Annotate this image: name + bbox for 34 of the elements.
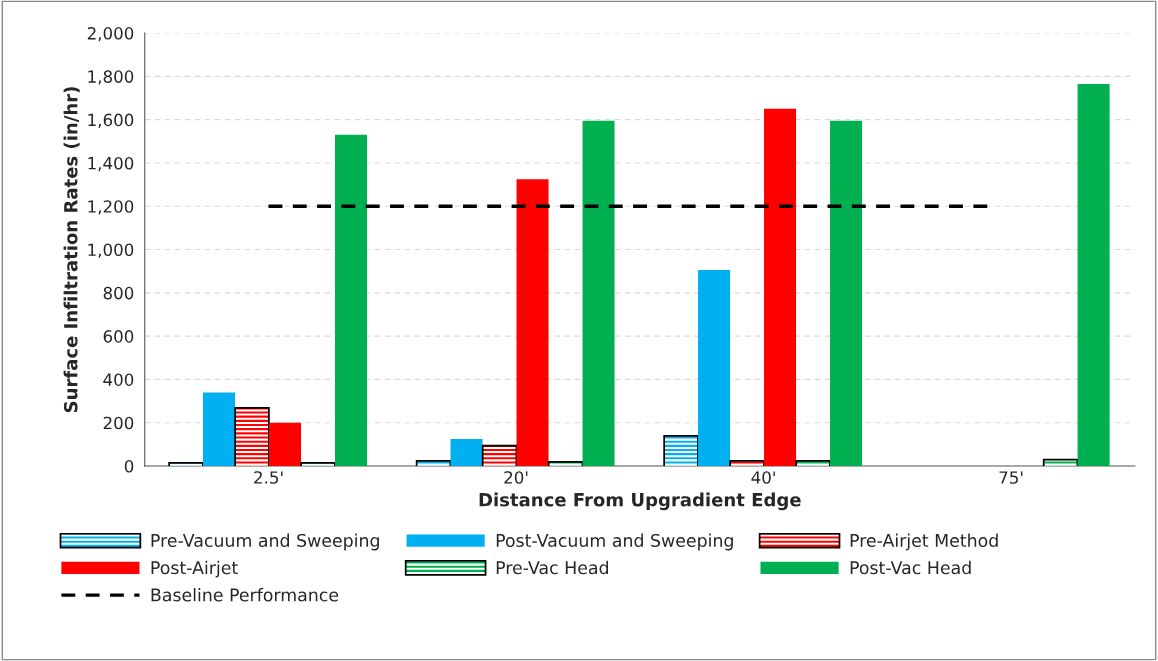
y-tick-label: 1,000: [88, 243, 134, 258]
bar: [450, 438, 483, 466]
legend-label: Baseline Performance: [151, 588, 339, 602]
y-tick-label: 1,800: [88, 70, 134, 85]
legend-label: Post-Vac Head: [850, 560, 971, 575]
legend-label: Pre-Vacuum and Sweeping: [151, 533, 379, 551]
legend-label: Post-Vacuum and Sweeping: [496, 533, 733, 551]
legend-label: Pre-Airjet Method: [850, 533, 998, 551]
bar: [582, 120, 615, 466]
y-tick-label: 1,400: [88, 156, 134, 172]
bar: [830, 120, 863, 466]
bar: [269, 422, 302, 466]
x-tick-label: 40': [751, 471, 775, 484]
y-tick-label: 1,600: [88, 113, 134, 128]
bar: [698, 270, 731, 466]
y-tick-label: 0: [124, 459, 134, 473]
y-tick-label: 400: [103, 373, 134, 386]
bar: [764, 108, 797, 466]
y-tick-label: 800: [103, 286, 134, 300]
y-tick-label: 200: [103, 416, 134, 430]
bar: [203, 392, 236, 466]
x-axis-title: Distance From Upgradient Edge: [479, 492, 801, 511]
x-tick-label: 75': [999, 471, 1023, 484]
x-tick-label: 20': [504, 471, 528, 484]
y-tick-label: 2,000: [87, 27, 134, 42]
y-axis-title: Surface Infiltration Rates (in/hr): [63, 87, 80, 413]
y-tick-label: 1,200: [88, 200, 134, 215]
legend-label: Post-Airjet: [151, 560, 238, 578]
y-tick-label: 600: [103, 330, 134, 343]
bar: [516, 179, 549, 466]
x-tick-label: 2.5': [254, 471, 283, 484]
legend-label: Pre-Vac Head: [496, 560, 608, 575]
bar: [1077, 83, 1110, 466]
bar: [335, 134, 368, 466]
